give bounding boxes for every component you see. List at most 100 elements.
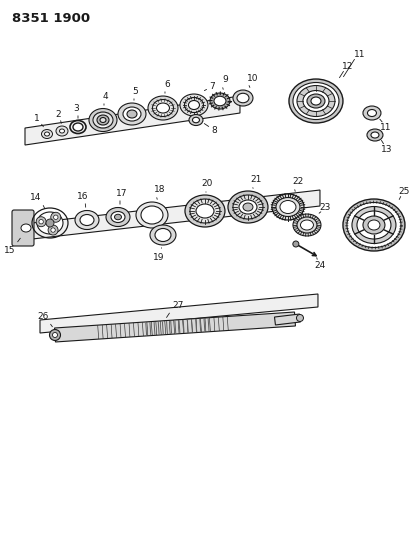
Ellipse shape <box>292 83 338 119</box>
Text: 22: 22 <box>292 176 303 185</box>
Ellipse shape <box>362 216 384 234</box>
Ellipse shape <box>188 101 199 109</box>
Ellipse shape <box>80 214 94 225</box>
Text: 11: 11 <box>353 50 365 59</box>
Ellipse shape <box>100 117 106 123</box>
Ellipse shape <box>37 212 63 234</box>
Ellipse shape <box>45 132 49 136</box>
Ellipse shape <box>370 132 378 138</box>
Polygon shape <box>25 96 239 145</box>
Ellipse shape <box>362 106 380 120</box>
Ellipse shape <box>118 103 146 125</box>
Ellipse shape <box>366 129 382 141</box>
Text: 8: 8 <box>211 125 216 134</box>
Ellipse shape <box>279 200 295 214</box>
Text: 25: 25 <box>397 187 409 196</box>
Text: 9: 9 <box>222 75 227 84</box>
Ellipse shape <box>148 96 178 120</box>
Ellipse shape <box>310 97 320 105</box>
Text: 23: 23 <box>319 203 330 212</box>
Text: 10: 10 <box>247 74 258 83</box>
Text: 18: 18 <box>154 184 165 193</box>
Ellipse shape <box>75 211 99 230</box>
Ellipse shape <box>209 93 229 109</box>
Text: 2: 2 <box>55 109 61 118</box>
Text: 17: 17 <box>116 189 128 198</box>
Circle shape <box>292 241 298 247</box>
Ellipse shape <box>73 123 83 131</box>
Ellipse shape <box>213 96 225 106</box>
Ellipse shape <box>141 206 163 224</box>
Text: 8351 1900: 8351 1900 <box>12 12 90 25</box>
Ellipse shape <box>238 200 256 214</box>
Text: 5: 5 <box>132 86 137 95</box>
Circle shape <box>51 228 55 232</box>
Text: 21: 21 <box>249 174 261 183</box>
Circle shape <box>296 314 303 321</box>
Text: 15: 15 <box>4 246 16 254</box>
Ellipse shape <box>300 220 313 230</box>
Ellipse shape <box>356 211 390 239</box>
Ellipse shape <box>93 112 113 128</box>
Ellipse shape <box>306 94 324 108</box>
Text: 6: 6 <box>164 79 169 88</box>
Ellipse shape <box>152 100 173 117</box>
Polygon shape <box>40 294 317 333</box>
Polygon shape <box>15 190 319 241</box>
Ellipse shape <box>89 109 117 132</box>
Circle shape <box>51 212 61 222</box>
Ellipse shape <box>21 224 31 232</box>
Text: 27: 27 <box>172 301 183 310</box>
Ellipse shape <box>288 79 342 123</box>
Circle shape <box>36 217 46 227</box>
Ellipse shape <box>97 115 109 125</box>
Text: 4: 4 <box>102 92 108 101</box>
Ellipse shape <box>150 225 175 245</box>
Text: 13: 13 <box>380 144 392 154</box>
Circle shape <box>48 225 58 235</box>
Ellipse shape <box>59 129 64 133</box>
Text: 19: 19 <box>153 253 164 262</box>
Text: 7: 7 <box>209 82 214 91</box>
Ellipse shape <box>196 204 213 218</box>
Ellipse shape <box>189 199 220 223</box>
FancyBboxPatch shape <box>12 210 34 246</box>
Text: 24: 24 <box>314 261 325 270</box>
Ellipse shape <box>366 109 375 117</box>
Text: 14: 14 <box>30 192 42 201</box>
Text: 3: 3 <box>73 103 79 112</box>
Circle shape <box>49 329 61 341</box>
Circle shape <box>39 220 43 224</box>
Text: 11: 11 <box>379 123 391 132</box>
Ellipse shape <box>136 202 168 228</box>
Text: 12: 12 <box>342 61 353 70</box>
Ellipse shape <box>243 203 252 211</box>
Text: 26: 26 <box>37 312 49 321</box>
Ellipse shape <box>155 229 171 241</box>
Polygon shape <box>54 312 295 342</box>
Ellipse shape <box>236 93 248 103</box>
Ellipse shape <box>184 195 225 227</box>
Circle shape <box>54 215 58 220</box>
Ellipse shape <box>192 117 199 123</box>
Ellipse shape <box>342 199 404 251</box>
Ellipse shape <box>296 85 334 117</box>
Ellipse shape <box>106 207 130 227</box>
Circle shape <box>52 333 57 337</box>
Ellipse shape <box>367 220 379 230</box>
Text: 16: 16 <box>77 191 88 200</box>
Ellipse shape <box>56 126 68 136</box>
Ellipse shape <box>189 115 202 125</box>
Ellipse shape <box>232 195 262 219</box>
Ellipse shape <box>351 206 395 244</box>
Ellipse shape <box>180 94 207 116</box>
Ellipse shape <box>41 130 52 139</box>
Ellipse shape <box>302 91 328 111</box>
Ellipse shape <box>111 212 125 222</box>
Circle shape <box>46 219 54 227</box>
Ellipse shape <box>346 203 400 247</box>
Ellipse shape <box>114 214 121 220</box>
Ellipse shape <box>271 194 303 220</box>
Polygon shape <box>274 314 300 325</box>
Ellipse shape <box>127 110 137 118</box>
